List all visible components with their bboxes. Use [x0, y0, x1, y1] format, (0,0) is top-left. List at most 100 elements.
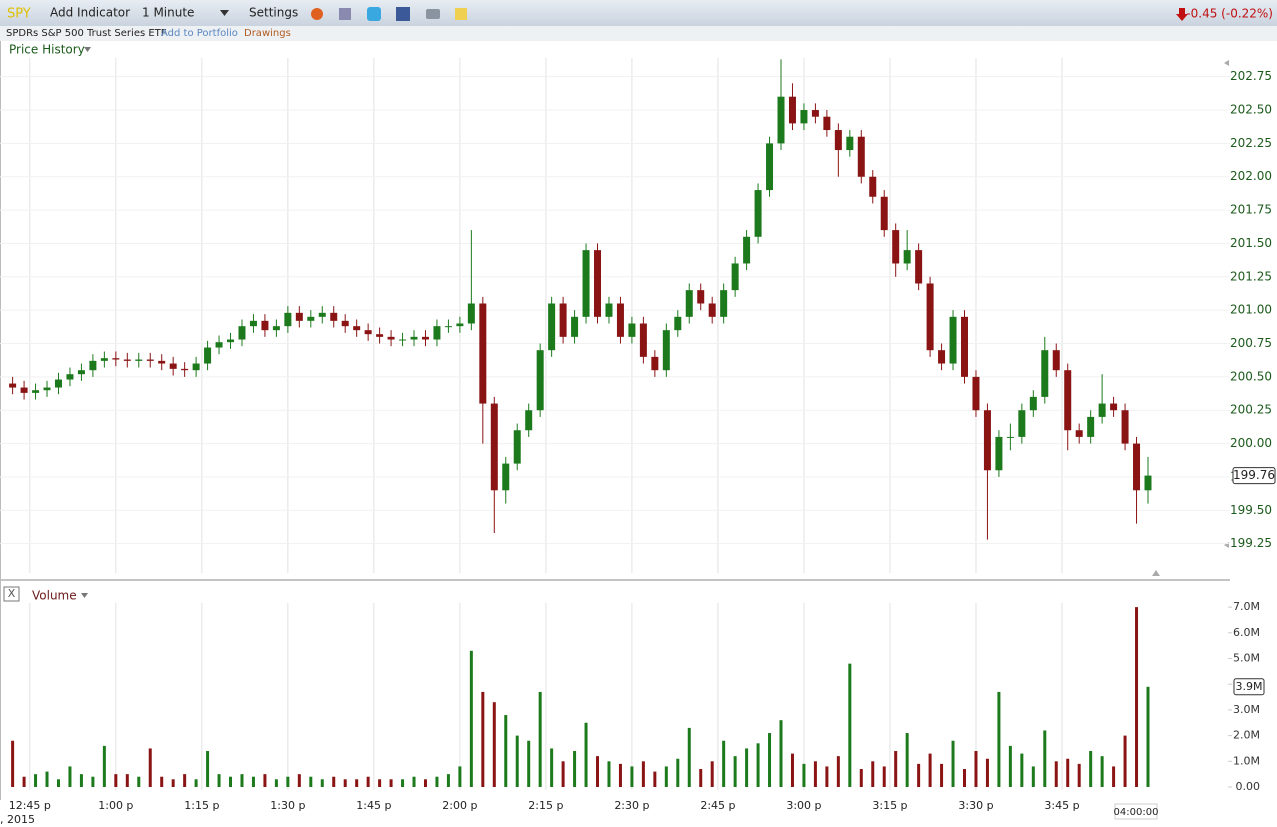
- candle-body: [444, 326, 452, 328]
- candle-body: [169, 363, 177, 369]
- candle-body: [915, 250, 923, 284]
- volume-bar: [137, 776, 141, 787]
- interval[interactable]: 1 Minute: [142, 6, 194, 20]
- volume-bar: [527, 740, 531, 787]
- volume-bar: [951, 740, 955, 787]
- symbol[interactable]: SPY: [7, 7, 31, 22]
- candle-body: [295, 312, 303, 321]
- volume-bar: [813, 761, 817, 787]
- volume-bar: [504, 715, 508, 787]
- candle-body: [1006, 436, 1014, 438]
- panel-title[interactable]: Price History: [9, 43, 85, 57]
- candle-body: [20, 387, 28, 393]
- volume-badge: [1233, 678, 1265, 696]
- x-tick-label: 1:45 p: [356, 799, 391, 812]
- volume-bar: [378, 779, 382, 787]
- candle-body: [1121, 410, 1129, 444]
- volume-bar: [699, 769, 703, 787]
- candle-body: [983, 410, 991, 471]
- candle-body: [869, 176, 877, 197]
- volume-bar: [91, 776, 95, 787]
- panel-title[interactable]: Volume: [32, 589, 77, 603]
- candle-body: [66, 374, 74, 380]
- candle-body: [284, 312, 292, 327]
- candle-body: [846, 136, 854, 151]
- volume-bar: [1020, 753, 1024, 787]
- candle-body: [685, 290, 693, 317]
- candle-body: [1064, 370, 1072, 431]
- volume-bar: [366, 776, 370, 787]
- volume-bar: [102, 745, 106, 787]
- y-tick-label: 5.0M: [1233, 652, 1260, 665]
- volume-bar: [481, 691, 485, 787]
- scroll-marker: [1152, 570, 1160, 576]
- add-indicator[interactable]: Add Indicator: [50, 6, 130, 20]
- camera-icon[interactable]: [426, 9, 440, 19]
- candle-body: [272, 326, 280, 331]
- volume-bar: [229, 776, 233, 787]
- scroll-marker: [1224, 542, 1229, 548]
- y-tick-label: 3.0M: [1233, 703, 1260, 716]
- volume-bar: [160, 776, 164, 787]
- dropdown-arrow[interactable]: [81, 593, 88, 598]
- volume-bar: [653, 771, 657, 787]
- candle-body: [777, 96, 785, 144]
- year: , 2015: [0, 813, 35, 826]
- volume-bar: [286, 776, 290, 787]
- volume-bar: [171, 779, 175, 787]
- candle-body: [754, 190, 762, 237]
- volume-bar: [1135, 607, 1139, 787]
- close-button[interactable]: X: [8, 587, 16, 600]
- candle-body: [204, 347, 212, 364]
- candle-body: [731, 263, 739, 291]
- candle-body: [1029, 396, 1037, 411]
- volume-bar: [940, 763, 944, 787]
- candle-body: [559, 303, 567, 337]
- candle-body: [1087, 416, 1095, 437]
- y-tick-label: 202.50: [1230, 103, 1272, 117]
- book-icon[interactable]: [339, 8, 351, 20]
- facebook-icon[interactable]: [396, 7, 410, 21]
- settings[interactable]: Settings: [249, 6, 298, 20]
- candle-body: [1018, 410, 1026, 437]
- volume-bar: [1077, 763, 1081, 787]
- candle-body: [318, 312, 326, 317]
- volume-bar: [401, 779, 405, 787]
- candle-body: [1041, 350, 1049, 397]
- candle-body: [1133, 443, 1141, 491]
- alarm-icon[interactable]: [311, 8, 323, 20]
- candle-body: [605, 303, 613, 317]
- volume-bar: [1100, 756, 1104, 787]
- add-to-portfolio[interactable]: Add to Portfolio: [161, 28, 238, 39]
- candle-body: [892, 230, 900, 264]
- volume-bar: [756, 743, 760, 787]
- volume-bar: [458, 766, 462, 787]
- candle-body: [582, 250, 590, 317]
- y-tick-label: 0.00: [1236, 780, 1261, 793]
- volume-bar: [274, 779, 278, 787]
- candle-body: [123, 359, 131, 361]
- dropdown-arrow[interactable]: [84, 47, 91, 52]
- y-tick-label: 199.50: [1230, 503, 1272, 517]
- candle-body: [249, 320, 257, 327]
- note-icon[interactable]: [455, 8, 467, 20]
- volume-bar: [217, 774, 221, 787]
- candle-body: [720, 290, 728, 317]
- candle-body: [215, 342, 223, 348]
- candle-body: [903, 250, 911, 264]
- candle-body: [766, 143, 774, 191]
- close-box[interactable]: [3, 586, 20, 602]
- instrument-name: SPDRs S&P 500 Trust Series ETF: [6, 28, 167, 39]
- candle-body: [788, 96, 796, 124]
- candle-body: [697, 290, 705, 304]
- twitter-icon[interactable]: [367, 7, 381, 21]
- x-tick-label: 2:45 p: [700, 799, 735, 812]
- x-tick-label: 1:00 p: [98, 799, 133, 812]
- candle-body: [376, 334, 384, 337]
- dropdown-arrow[interactable]: [220, 10, 229, 16]
- drawings[interactable]: Drawings: [244, 28, 291, 39]
- x-tick-label: 12:45 p: [9, 799, 51, 812]
- candle-body: [525, 410, 533, 431]
- volume-bar: [848, 663, 852, 787]
- volume-bar: [515, 735, 519, 787]
